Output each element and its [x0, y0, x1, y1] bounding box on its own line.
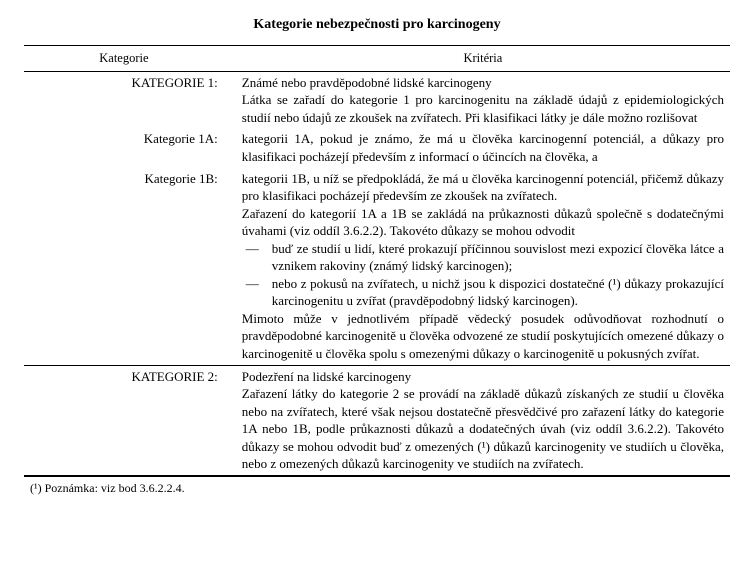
cat1-p3: Zařazení do kategorií 1A a 1B se zakládá…	[242, 205, 724, 240]
cat2-label: KATEGORIE 2:	[24, 365, 236, 475]
footnote: (¹) Poznámka: viz bod 3.6.2.2.4.	[24, 476, 730, 499]
cat2-p1: Podezření na lidské karcinogeny	[242, 368, 724, 386]
cat1b-cell: kategorii 1B, u níž se předpokládá, že m…	[236, 168, 730, 366]
cat1a-label: Kategorie 1A:	[24, 128, 236, 167]
cat1a-text: kategorii 1A, pokud je známo, že má u čl…	[236, 128, 730, 167]
cat1-intro: Známé nebo pravděpodobné lidské karcinog…	[236, 71, 730, 128]
cat1a-row: Kategorie 1A: kategorii 1A, pokud je zná…	[24, 128, 730, 167]
cat1b-text: kategorii 1B, u níž se předpokládá, že m…	[242, 170, 724, 205]
cat1b-label: Kategorie 1B:	[24, 168, 236, 366]
cat1-p1: Známé nebo pravděpodobné lidské karcinog…	[242, 74, 724, 92]
cat1-label: KATEGORIE 1:	[24, 71, 236, 128]
cat2-cell: Podezření na lidské karcinogeny Zařazení…	[236, 365, 730, 475]
header-category: Kategorie	[24, 45, 236, 71]
criteria-table: Kategorie Kritéria KATEGORIE 1: Známé ne…	[24, 45, 730, 476]
cat1-p4: Mimoto může v jednotlivém případě vědeck…	[242, 310, 724, 363]
cat2-p2: Zařazení látky do kategorie 2 se provádí…	[242, 385, 724, 473]
cat1-li2: nebo z pokusů na zvířatech, u nichž jsou…	[242, 275, 724, 310]
header-criteria: Kritéria	[236, 45, 730, 71]
table-header-row: Kategorie Kritéria	[24, 45, 730, 71]
cat1-list: buď ze studií u lidí, které prokazují př…	[242, 240, 724, 310]
cat1-li1: buď ze studií u lidí, které prokazují př…	[242, 240, 724, 275]
cat1-row: KATEGORIE 1: Známé nebo pravděpodobné li…	[24, 71, 730, 128]
cat2-row: KATEGORIE 2: Podezření na lidské karcino…	[24, 365, 730, 475]
document-wrapper: Kategorie nebezpečnosti pro karcinogeny …	[24, 16, 730, 499]
cat1-p2: Látka se zařadí do kategorie 1 pro karci…	[242, 91, 724, 126]
cat1b-row: Kategorie 1B: kategorii 1B, u níž se pře…	[24, 168, 730, 366]
title: Kategorie nebezpečnosti pro karcinogeny	[24, 16, 730, 35]
